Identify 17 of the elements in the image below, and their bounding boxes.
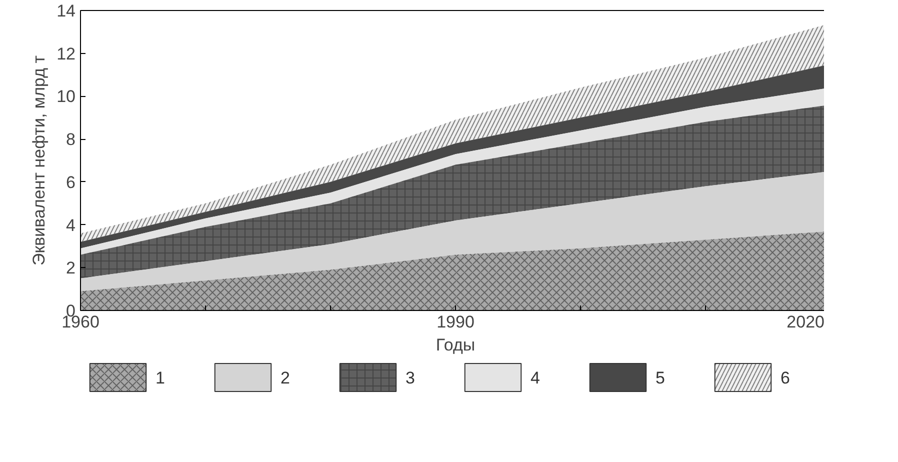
x-axis-title: Годы — [436, 336, 476, 354]
y-tick-label: 6 — [66, 172, 76, 192]
y-tick-label: 4 — [66, 216, 76, 235]
x-tick-label: 1990 — [436, 312, 474, 332]
legend-label: 2 — [280, 368, 290, 388]
y-axis-title: Эквивалент нефти, млрд т — [30, 55, 49, 266]
y-tick-label: 14 — [56, 2, 76, 20]
x-tick-label: 2020 — [786, 312, 825, 332]
legend-label: 3 — [406, 368, 415, 388]
legend-label: 5 — [656, 368, 665, 388]
y-tick-label: 12 — [56, 44, 76, 64]
legend-label: 1 — [156, 368, 165, 388]
y-tick-label: 2 — [66, 258, 76, 278]
y-tick-label: 10 — [56, 87, 76, 106]
legend-label: 6 — [780, 368, 790, 388]
legend-label: 4 — [530, 368, 540, 388]
y-tick-label: 8 — [66, 130, 76, 150]
